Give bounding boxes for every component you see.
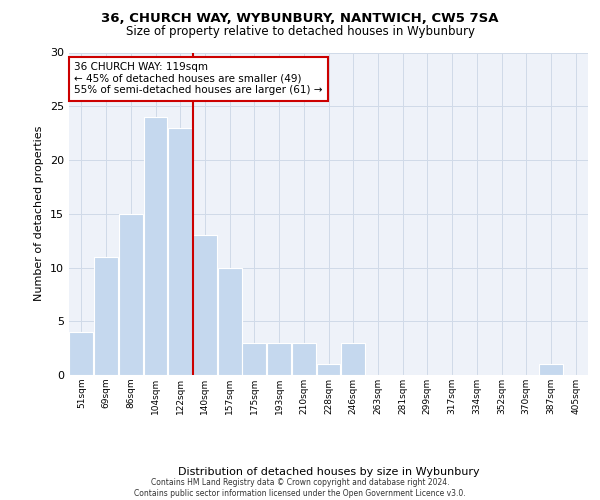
- Bar: [94, 257, 118, 375]
- Bar: [317, 364, 340, 375]
- Text: Size of property relative to detached houses in Wybunbury: Size of property relative to detached ho…: [125, 25, 475, 38]
- Bar: [539, 364, 563, 375]
- Bar: [143, 117, 167, 375]
- X-axis label: Distribution of detached houses by size in Wybunbury: Distribution of detached houses by size …: [178, 467, 479, 477]
- Bar: [193, 236, 217, 375]
- Bar: [168, 128, 192, 375]
- Bar: [70, 332, 94, 375]
- Bar: [242, 343, 266, 375]
- Text: 36 CHURCH WAY: 119sqm
← 45% of detached houses are smaller (49)
55% of semi-deta: 36 CHURCH WAY: 119sqm ← 45% of detached …: [74, 62, 323, 96]
- Text: Contains HM Land Registry data © Crown copyright and database right 2024.
Contai: Contains HM Land Registry data © Crown c…: [134, 478, 466, 498]
- Bar: [292, 343, 316, 375]
- Bar: [341, 343, 365, 375]
- Y-axis label: Number of detached properties: Number of detached properties: [34, 126, 44, 302]
- Text: 36, CHURCH WAY, WYBUNBURY, NANTWICH, CW5 7SA: 36, CHURCH WAY, WYBUNBURY, NANTWICH, CW5…: [101, 12, 499, 26]
- Bar: [218, 268, 242, 375]
- Bar: [119, 214, 143, 375]
- Bar: [267, 343, 291, 375]
